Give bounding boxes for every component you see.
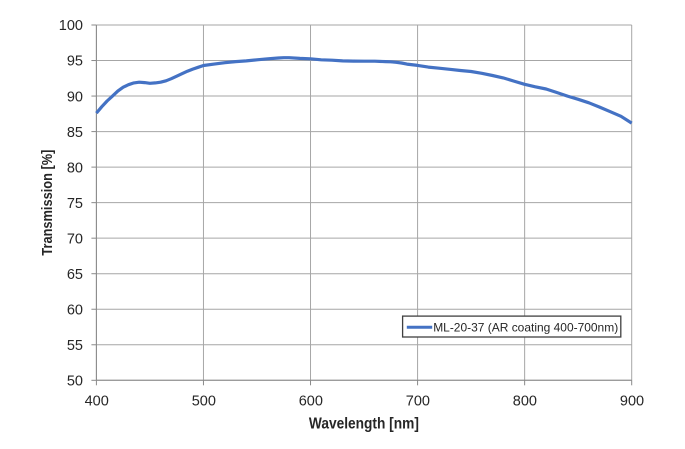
svg-text:80: 80 [67,160,83,176]
svg-text:700: 700 [406,394,430,410]
svg-text:55: 55 [67,338,83,354]
svg-text:60: 60 [67,302,83,318]
svg-text:800: 800 [513,394,537,410]
svg-text:600: 600 [299,394,323,410]
svg-text:75: 75 [67,196,83,212]
svg-text:95: 95 [67,54,83,70]
svg-text:500: 500 [192,394,216,410]
svg-text:70: 70 [67,231,83,247]
svg-text:85: 85 [67,125,83,141]
svg-text:65: 65 [67,267,83,283]
svg-text:Wavelength [nm]: Wavelength [nm] [309,415,419,432]
svg-text:90: 90 [67,89,83,105]
svg-text:400: 400 [85,394,109,410]
svg-text:900: 900 [620,394,644,410]
svg-text:ML-20-37 (AR coating 400-700nm: ML-20-37 (AR coating 400-700nm) [433,320,618,334]
svg-text:50: 50 [67,374,83,390]
svg-text:Transmission [%]: Transmission [%] [39,150,56,256]
svg-text:100: 100 [59,18,83,34]
